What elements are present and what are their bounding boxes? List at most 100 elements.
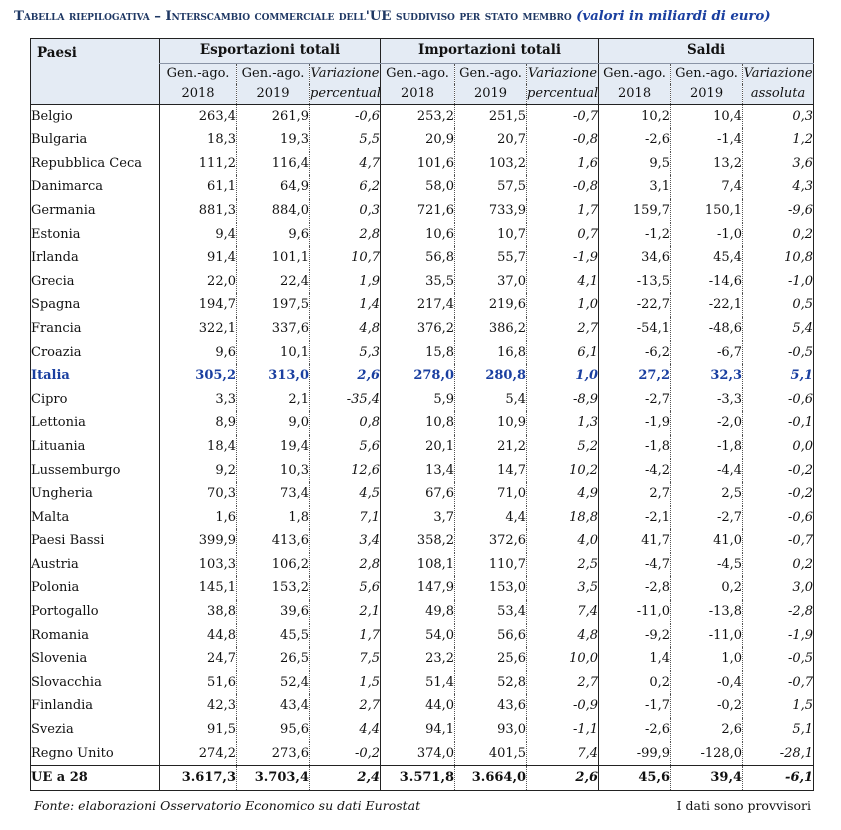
- value-cell: 43,6: [454, 694, 527, 719]
- value-cell: 305,2: [159, 364, 237, 388]
- value-cell: 219,6: [454, 293, 527, 317]
- value-cell: 42,3: [159, 694, 237, 719]
- value-cell: 194,7: [159, 293, 237, 317]
- variation-cell: 4,3: [742, 175, 814, 199]
- variation-cell: 0,8: [308, 411, 381, 435]
- value-cell: 37,0: [454, 269, 527, 294]
- value-cell: 10,2: [598, 104, 671, 129]
- value-cell: -22,1: [670, 293, 743, 317]
- value-cell: 13,2: [670, 151, 743, 176]
- country-name: Romania: [31, 627, 89, 643]
- value-cell: 153,0: [454, 576, 527, 601]
- value-cell: -1,4: [670, 128, 743, 152]
- table-row: Austria 103,3 106,2 2,8 108,1 110,7 2,5 -4,7 -4,…: [31, 552, 814, 577]
- header-row-sub2: 20182019percentuale20182019percentuale20…: [31, 83, 814, 105]
- country-name: Estonia: [31, 226, 81, 242]
- variation-cell: 10,0: [526, 647, 599, 671]
- country-name: Francia: [31, 320, 82, 336]
- variation-cell: -2,8: [742, 600, 814, 624]
- value-cell: -1,8: [670, 434, 743, 459]
- value-cell: 401,5: [454, 741, 527, 766]
- variation-cell: 3,5: [526, 576, 599, 601]
- value-cell: 116,4: [236, 151, 310, 176]
- variation-cell: 5,4: [742, 316, 814, 341]
- value-cell: 25,6: [454, 647, 527, 671]
- value-cell: -99,9: [598, 741, 671, 766]
- table-row: Belgio 263,4 261,9 -0,6 253,2 251,5 -0,7 10,2 10…: [31, 104, 814, 129]
- column-header-paesi: Paesi: [30, 38, 160, 105]
- variation-cell: 5,2: [526, 434, 599, 459]
- variation-cell: 2,5: [526, 552, 599, 577]
- value-cell: -2,1: [598, 505, 671, 530]
- value-cell: -9,2: [598, 623, 671, 648]
- value-cell: 1,0: [670, 647, 743, 671]
- country-name: Lettonia: [31, 415, 86, 431]
- variation-cell: -0,6: [742, 387, 814, 412]
- value-cell: -54,1: [598, 316, 671, 341]
- variation-cell: -0,1: [742, 411, 814, 435]
- value-cell: 19,3: [236, 128, 310, 152]
- variation-cell: 4,8: [308, 316, 381, 341]
- value-cell: -11,0: [598, 600, 671, 624]
- table-row: Bulgaria 18,3 19,3 5,5 20,9 20,7 -0,8 -2,6 -1,4 1…: [31, 128, 814, 152]
- variation-cell: 2,1: [308, 600, 381, 624]
- value-cell: 3.617,3: [159, 765, 237, 791]
- country-name: Cipro: [31, 391, 68, 407]
- subheader-line1-2: Variazione: [308, 63, 381, 84]
- country-name: Ungheria: [31, 486, 93, 502]
- value-cell: -11,0: [670, 623, 743, 648]
- variation-cell: -0,6: [742, 505, 814, 530]
- table-title-main: Tabella riepilogativa – Interscambio com…: [14, 8, 572, 24]
- value-cell: 145,1: [159, 576, 237, 601]
- value-cell: 280,8: [454, 364, 527, 388]
- table-row: Spagna 194,7 197,5 1,4 217,4 219,6 1,0 -22,7 -22…: [31, 293, 814, 317]
- value-cell: 111,2: [159, 151, 237, 176]
- country-name: Italia: [31, 368, 70, 384]
- value-cell: -2,6: [598, 718, 671, 742]
- value-cell: 91,5: [159, 718, 237, 742]
- value-cell: -2,8: [598, 576, 671, 601]
- variation-cell: -0,5: [742, 340, 814, 365]
- value-cell: 14,7: [454, 458, 527, 483]
- value-cell: -13,8: [670, 600, 743, 624]
- value-cell: 9,5: [598, 151, 671, 176]
- value-cell: 1,8: [236, 505, 310, 530]
- table-row: Polonia 145,1 153,2 5,6 147,9 153,0 3,5 -2,8 0,2…: [31, 576, 814, 601]
- value-cell: 49,8: [380, 600, 455, 624]
- value-cell: 71,0: [454, 482, 527, 506]
- value-cell: -2,7: [670, 505, 743, 530]
- table-body: Belgio 263,4 261,9 -0,6 253,2 251,5 -0,7 10,2 10…: [30, 104, 814, 791]
- value-cell: 3.703,4: [236, 765, 310, 791]
- value-cell: 376,2: [380, 316, 455, 341]
- value-cell: 57,5: [454, 175, 527, 199]
- value-cell: 20,7: [454, 128, 527, 152]
- provisional-note: I dati sono provvisori: [676, 798, 811, 813]
- table-row: Ungheria 70,3 73,4 4,5 67,6 71,0 4,9 2,7 2,5 -0,2: [31, 482, 814, 506]
- value-cell: 21,2: [454, 434, 527, 459]
- variation-cell: -1,9: [742, 623, 814, 648]
- value-cell: 413,6: [236, 529, 310, 553]
- variation-cell: 1,3: [526, 411, 599, 435]
- value-cell: -6,7: [670, 340, 743, 365]
- group-header-balance: Saldi: [598, 38, 814, 64]
- country-name: Paesi Bassi: [31, 533, 105, 549]
- variation-cell: 1,0: [526, 364, 599, 388]
- country-name: Spagna: [31, 297, 81, 313]
- value-cell: 39,4: [670, 765, 743, 791]
- country-name: Danimarca: [31, 179, 104, 195]
- value-cell: 313,0: [236, 364, 310, 388]
- variation-cell: 5,1: [742, 718, 814, 742]
- value-cell: 73,4: [236, 482, 310, 506]
- variation-cell: 5,1: [742, 364, 814, 388]
- value-cell: 2,5: [670, 482, 743, 506]
- value-cell: 0,2: [598, 670, 671, 695]
- value-cell: 2,6: [670, 718, 743, 742]
- subheader-line1-1: Gen.-ago.: [236, 63, 310, 84]
- table-row: Lettonia 8,9 9,0 0,8 10,8 10,9 1,3 -1,9 -2,0 -0,1: [31, 411, 814, 435]
- variation-cell: 7,1: [308, 505, 381, 530]
- variation-cell: -0,7: [742, 670, 814, 695]
- value-cell: 43,4: [236, 694, 310, 719]
- value-cell: 386,2: [454, 316, 527, 341]
- variation-cell: 12,6: [308, 458, 381, 483]
- value-cell: 56,6: [454, 623, 527, 648]
